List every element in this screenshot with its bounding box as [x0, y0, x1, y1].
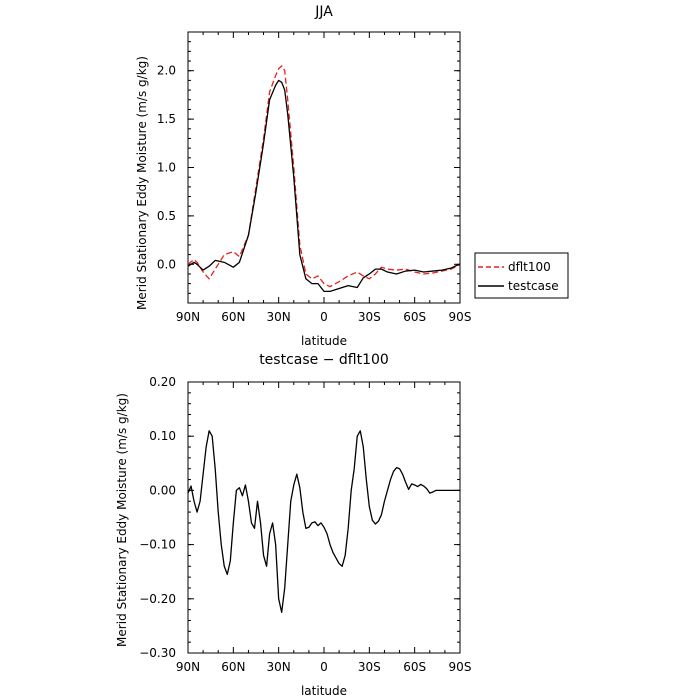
x-tick-label: 60S	[403, 310, 426, 324]
legend: dflt100 testcase	[474, 252, 569, 299]
top-chart-x-axis-label: latitude	[301, 334, 347, 348]
x-tick-label: 90S	[449, 310, 472, 324]
bottom-chart-panel: testcase − dflt100 90N 60N 30N 0 30S 60S 90S −0…	[115, 352, 471, 698]
x-tick-label: 0	[320, 660, 328, 674]
x-tick-label: 90S	[449, 660, 472, 674]
bottom-chart-title: testcase − dflt100	[259, 352, 389, 368]
legend-box	[474, 252, 569, 299]
y-tick-label: −0.20	[139, 592, 176, 606]
x-tick-label: 90N	[176, 660, 200, 674]
y-tick-label: 0.5	[157, 209, 176, 223]
y-tick-label: 0.0	[157, 257, 176, 271]
top-chart-plot-area	[187, 31, 461, 304]
y-tick-label: −0.10	[139, 538, 176, 552]
bottom-chart-ticks: 90N 60N 30N 0 30S 60S 90S −0.30 −0.20 −0.10 0.00 0.…	[139, 375, 471, 674]
legend-label-dflt100: dflt100	[508, 260, 551, 274]
y-tick-label: −0.30	[139, 646, 176, 660]
x-tick-label: 60N	[221, 660, 245, 674]
series-line-dflt100	[187, 65, 461, 288]
bottom-chart-series	[187, 430, 460, 613]
y-tick-label: 0.20	[149, 375, 176, 389]
y-tick-label: 0.10	[149, 429, 176, 443]
y-tick-label: 0.00	[149, 483, 176, 497]
x-tick-label: 0	[320, 310, 328, 324]
series-line-difference	[187, 430, 460, 613]
series-line-testcase	[187, 79, 461, 293]
x-tick-label: 30N	[267, 310, 291, 324]
x-tick-label: 60N	[221, 310, 245, 324]
x-tick-label: 30N	[267, 660, 291, 674]
bottom-chart-y-axis-label: Merid Stationary Eddy Moisture (m/s g/kg…	[115, 393, 129, 647]
x-tick-label: 60S	[403, 660, 426, 674]
y-tick-label: 1.0	[157, 161, 176, 175]
x-tick-label: 30S	[358, 660, 381, 674]
bottom-chart-x-axis-label: latitude	[301, 684, 347, 698]
y-tick-label: 1.5	[157, 112, 176, 126]
top-chart-title: JJA	[314, 4, 333, 20]
legend-label-testcase: testcase	[508, 279, 559, 293]
y-tick-label: 2.0	[157, 64, 176, 78]
top-chart-y-axis-label: Merid Stationary Eddy Moisture (m/s g/kg…	[135, 56, 149, 310]
top-chart-series	[187, 65, 461, 293]
top-chart-ticks: 90N 60N 30N 0 30S 60S 90S 0.0 0.5 1.0 1.5 2.0	[157, 31, 472, 324]
top-chart-panel: JJA 90N 60N 30N 0 30S 60S 90S 0.0 0.5 1.0 1.5 2.0 l…	[135, 4, 471, 348]
x-tick-label: 90N	[176, 310, 200, 324]
bottom-chart-plot-area	[187, 381, 461, 654]
x-tick-label: 30S	[358, 310, 381, 324]
